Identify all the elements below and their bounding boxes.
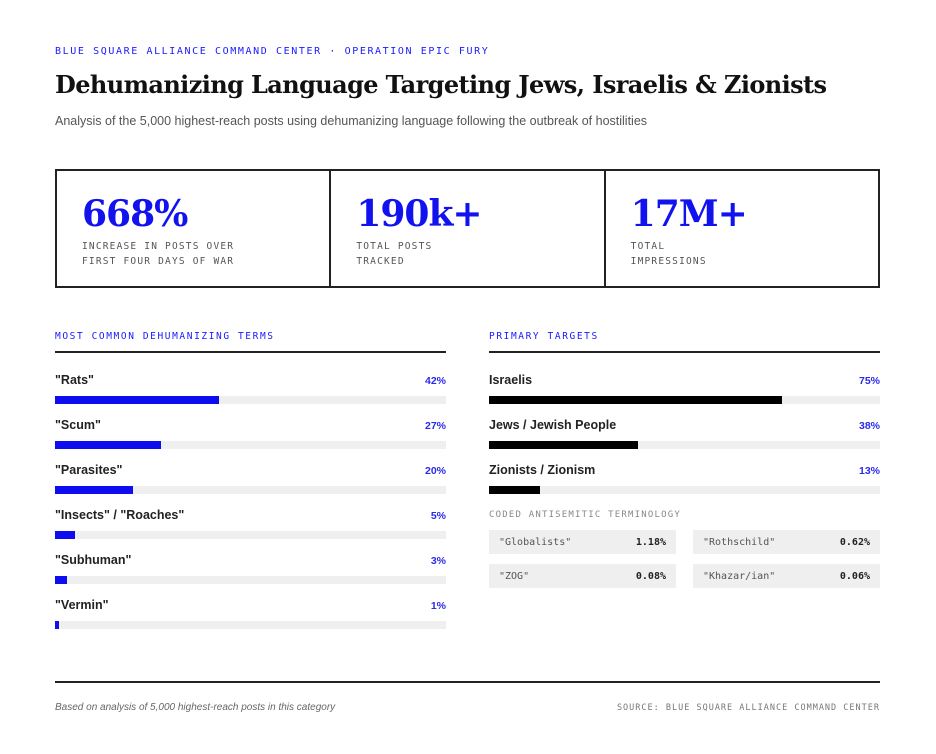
page-title: Dehumanizing Language Targeting Jews, Is… <box>55 70 827 99</box>
bar-row: "Subhuman" 3% <box>55 553 446 598</box>
section-label: PRIMARY TARGETS <box>489 331 599 342</box>
section-rule <box>55 351 446 353</box>
stats-panel: 668% INCREASE IN POSTS OVER FIRST FOUR D… <box>55 169 880 288</box>
coded-term: "ZOG" <box>499 570 530 582</box>
coded-value: 0.06% <box>839 570 870 582</box>
bar-head: "Rats" 42% <box>55 373 446 393</box>
bar-percent: 75% <box>858 375 880 387</box>
bar-head: Jews / Jewish People 38% <box>489 418 880 438</box>
stat-increase: 668% INCREASE IN POSTS OVER FIRST FOUR D… <box>57 171 332 286</box>
footer-source: SOURCE: BLUE SQUARE ALLIANCE COMMAND CEN… <box>616 703 880 713</box>
bar-row: Israelis 75% <box>489 373 880 418</box>
bar-percent: 13% <box>858 465 880 477</box>
bar-track <box>55 441 446 449</box>
bar-track <box>55 486 446 494</box>
bar-label: Jews / Jewish People <box>489 418 617 432</box>
bar-fill <box>55 576 67 584</box>
bar-head: "Vermin" 1% <box>55 598 446 618</box>
bar-fill <box>55 441 161 449</box>
bar-head: Zionists / Zionism 13% <box>489 463 880 483</box>
terms-section: MOST COMMON DEHUMANIZING TERMS "Rats" 42%… <box>55 331 446 643</box>
bar-track <box>489 486 880 494</box>
bar-percent: 20% <box>424 465 446 477</box>
bar-head: "Parasites" 20% <box>55 463 446 483</box>
coded-value: 0.62% <box>839 536 870 548</box>
coded-term: "Khazar/ian" <box>703 570 776 582</box>
bar-head: Israelis 75% <box>489 373 880 393</box>
terms-bar-list: "Rats" 42% "Scum" 27% "Parasites" 20% "Insects… <box>55 373 446 643</box>
coded-term-cell: "Khazar/ian" 0.06% <box>693 564 880 588</box>
coded-term-cell: "Rothschild" 0.62% <box>693 530 880 554</box>
coded-value: 1.18% <box>635 536 666 548</box>
bar-track <box>55 621 446 629</box>
bar-track <box>55 531 446 539</box>
footer-note: Based on analysis of 5,000 highest-reach… <box>55 702 336 713</box>
stat-value: 17M+ <box>630 193 748 235</box>
bar-fill <box>489 396 783 404</box>
bar-track <box>55 576 446 584</box>
stat-value: 668% <box>82 193 188 235</box>
stat-value: 190k+ <box>356 193 482 235</box>
bar-head: "Scum" 27% <box>55 418 446 438</box>
stat-label: TOTAL POSTS TRACKED <box>356 241 433 267</box>
bar-fill <box>489 441 638 449</box>
bar-label: "Scum" <box>55 418 101 432</box>
coded-term-cell: "ZOG" 0.08% <box>489 564 676 588</box>
bar-label: "Parasites" <box>55 463 123 477</box>
coded-value: 0.08% <box>635 570 666 582</box>
bar-row: "Insects" / "Roaches" 5% <box>55 508 446 553</box>
bar-fill <box>55 486 134 494</box>
bar-fill <box>55 621 59 629</box>
bar-head: "Insects" / "Roaches" 5% <box>55 508 446 528</box>
targets-bar-list: Israelis 75% Jews / Jewish People 38% Zionis… <box>489 373 880 508</box>
stat-label: INCREASE IN POSTS OVER FIRST FOUR DAYS O… <box>82 241 235 267</box>
bar-label: Israelis <box>489 373 533 387</box>
coded-term: "Globalists" <box>499 536 572 548</box>
coded-section-label: CODED ANTISEMITIC TERMINOLOGY <box>489 510 681 520</box>
page-subtitle: Analysis of the 5,000 highest-reach post… <box>55 114 648 128</box>
bar-track <box>489 441 880 449</box>
bar-row: Zionists / Zionism 13% <box>489 463 880 508</box>
bar-head: "Subhuman" 3% <box>55 553 446 573</box>
bar-percent: 1% <box>430 600 446 612</box>
bar-track <box>55 396 446 404</box>
coded-terms-grid: "Globalists" 1.18% "Rothschild" 0.62% "ZOG" 0… <box>489 530 880 588</box>
targets-section: PRIMARY TARGETS Israelis 75% Jews / Jewish… <box>489 331 880 588</box>
footer-rule <box>55 681 880 683</box>
bar-track <box>489 396 880 404</box>
coded-term: "Rothschild" <box>703 536 776 548</box>
bar-row: "Vermin" 1% <box>55 598 446 643</box>
bar-percent: 42% <box>424 375 446 387</box>
bar-percent: 38% <box>858 420 880 432</box>
bar-row: "Parasites" 20% <box>55 463 446 508</box>
bar-label: "Vermin" <box>55 598 109 612</box>
bar-label: "Rats" <box>55 373 94 387</box>
stat-impressions: 17M+ TOTAL IMPRESSIONS <box>606 171 878 286</box>
coded-term-cell: "Globalists" 1.18% <box>489 530 676 554</box>
bar-label: "Insects" / "Roaches" <box>55 508 185 522</box>
bar-fill <box>55 396 220 404</box>
bar-percent: 27% <box>424 420 446 432</box>
kicker: BLUE SQUARE ALLIANCE COMMAND CENTER · OP… <box>55 46 490 57</box>
bar-percent: 3% <box>430 555 446 567</box>
section-rule <box>489 351 880 353</box>
stat-total-posts: 190k+ TOTAL POSTS TRACKED <box>331 171 606 286</box>
bar-label: "Subhuman" <box>55 553 132 567</box>
bar-row: "Scum" 27% <box>55 418 446 463</box>
bar-label: Zionists / Zionism <box>489 463 596 477</box>
section-label: MOST COMMON DEHUMANIZING TERMS <box>55 331 275 342</box>
bar-fill <box>489 486 540 494</box>
bar-percent: 5% <box>430 510 446 522</box>
bar-fill <box>55 531 75 539</box>
bar-row: Jews / Jewish People 38% <box>489 418 880 463</box>
stat-label: TOTAL IMPRESSIONS <box>630 241 707 267</box>
bar-row: "Rats" 42% <box>55 373 446 418</box>
